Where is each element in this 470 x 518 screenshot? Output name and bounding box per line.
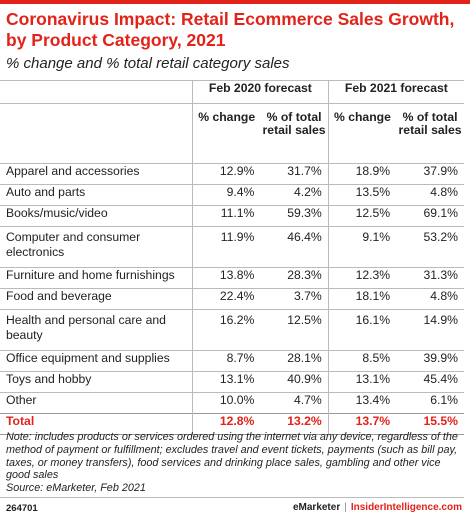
brand-separator: |: [344, 502, 347, 513]
group-header-feb-2020: Feb 2020 forecast: [192, 80, 329, 104]
cell-2021-change: 16.1%: [327, 309, 397, 351]
table-row: Office equipment and supplies 8.7% 28.1% 8.…: [0, 350, 464, 372]
row-category: Food and beverage: [0, 288, 193, 310]
total-2021-share: 15.5%: [396, 413, 464, 435]
row-category: Books/music/video: [0, 205, 193, 227]
row-category: Apparel and accessories: [0, 163, 193, 185]
table-row: Auto and parts 9.4% 4.2% 13.5% 4.8%: [0, 184, 464, 206]
cell-2021-share: 37.9%: [396, 163, 464, 185]
row-category: Health and personal care and beauty: [0, 309, 193, 351]
cell-2021-change: 13.1%: [327, 371, 397, 393]
cell-2020-change: 13.8%: [192, 267, 261, 289]
sub-header-2021-share: % of total retail sales: [398, 110, 462, 137]
cell-2021-share: 6.1%: [396, 392, 464, 414]
cell-2021-change: 9.1%: [327, 226, 397, 268]
total-2020-change: 12.8%: [192, 413, 261, 435]
cell-2020-share: 28.3%: [260, 267, 329, 289]
row-category: Toys and hobby: [0, 371, 193, 393]
table-row: Food and beverage 22.4% 3.7% 18.1% 4.8%: [0, 288, 464, 310]
table-row: Toys and hobby 13.1% 40.9% 13.1% 45.4%: [0, 371, 464, 393]
page-title: Coronavirus Impact: Retail Ecommerce Sal…: [6, 9, 455, 50]
cell-2021-share: 14.9%: [396, 309, 464, 351]
sub-header-2021-change: % change: [327, 103, 397, 164]
cell-2021-share: 69.1%: [396, 205, 464, 227]
note-text: Note: includes products or services orde…: [6, 431, 458, 482]
brand-insider-intelligence: InsiderIntelligence.com: [350, 502, 462, 513]
sub-header-row: % change % of total retail sales % chang…: [0, 103, 464, 164]
cell-2020-share: 46.4%: [260, 226, 329, 268]
cell-2021-change: 13.4%: [327, 392, 397, 414]
cell-2020-share: 59.3%: [260, 205, 329, 227]
header-blank-cell: [0, 80, 193, 104]
table-row: Furniture and home furnishings 13.8% 28.3%…: [0, 267, 464, 289]
row-category: Office equipment and supplies: [0, 350, 193, 372]
brand-emarketer: eMarketer: [292, 502, 341, 513]
cell-2020-change: 22.4%: [192, 288, 261, 310]
group-header-feb-2021: Feb 2021 forecast: [327, 80, 464, 104]
top-accent-bar: [0, 0, 470, 4]
footer-divider: [0, 497, 464, 498]
total-row: Total 12.8% 13.2% 13.7% 15.5%: [0, 413, 464, 435]
source-text: Source: eMarketer, Feb 2021: [6, 482, 146, 495]
cell-2021-change: 18.9%: [327, 163, 397, 185]
cell-2020-share: 4.7%: [260, 392, 329, 414]
cell-2021-change: 18.1%: [327, 288, 397, 310]
table-row: Other 10.0% 4.7% 13.4% 6.1%: [0, 392, 464, 414]
brand-credit: eMarketer | InsiderIntelligence.com: [293, 502, 462, 513]
sub-header-blank-cell: [0, 104, 193, 164]
cell-2021-share: 45.4%: [396, 371, 464, 393]
row-category: Furniture and home furnishings: [0, 267, 193, 289]
cell-2021-share: 31.3%: [396, 267, 464, 289]
footnote: Note: includes products or services orde…: [6, 431, 466, 495]
table-row: Apparel and accessories 12.9% 31.7% 18.9% 37…: [0, 163, 464, 185]
table-row: Books/music/video 11.1% 59.3% 12.5% 69.1%: [0, 205, 464, 227]
cell-2021-change: 12.3%: [327, 267, 397, 289]
cell-2020-change: 16.2%: [192, 309, 261, 351]
cell-2020-change: 10.0%: [192, 392, 261, 414]
total-2021-change: 13.7%: [327, 413, 397, 435]
table-row: Health and personal care and beauty 16.2%…: [0, 309, 464, 351]
cell-2020-share: 31.7%: [260, 163, 329, 185]
cell-2021-share: 4.8%: [396, 184, 464, 206]
cell-2020-share: 40.9%: [260, 371, 329, 393]
cell-2020-change: 11.1%: [192, 205, 261, 227]
row-category: Other: [0, 392, 193, 414]
cell-2020-share: 3.7%: [260, 288, 329, 310]
sub-header-2020-change: % change: [192, 103, 261, 164]
cell-2021-change: 8.5%: [327, 350, 397, 372]
group-header-row: Feb 2020 forecast Feb 2021 forecast: [0, 80, 464, 104]
total-label: Total: [0, 413, 193, 435]
chart-id: 264701: [6, 503, 38, 514]
table-row: Computer and consumer electronics 11.9% 46…: [0, 226, 464, 268]
cell-2020-change: 8.7%: [192, 350, 261, 372]
data-table: Feb 2020 forecast Feb 2021 forecast % ch…: [0, 80, 464, 435]
total-2020-share: 13.2%: [260, 413, 329, 435]
cell-2020-share: 12.5%: [260, 309, 329, 351]
row-category: Auto and parts: [0, 184, 193, 206]
cell-2020-change: 13.1%: [192, 371, 261, 393]
cell-2021-share: 4.8%: [396, 288, 464, 310]
sub-header-2020-share: % of total retail sales: [262, 110, 326, 137]
page-subtitle: % change and % total retail category sal…: [6, 55, 290, 72]
row-category: Computer and consumer electronics: [0, 226, 193, 268]
cell-2020-change: 9.4%: [192, 184, 261, 206]
cell-2020-change: 12.9%: [192, 163, 261, 185]
cell-2021-change: 13.5%: [327, 184, 397, 206]
cell-2020-share: 28.1%: [260, 350, 329, 372]
cell-2021-share: 53.2%: [396, 226, 464, 268]
cell-2020-share: 4.2%: [260, 184, 329, 206]
cell-2021-share: 39.9%: [396, 350, 464, 372]
cell-2021-change: 12.5%: [327, 205, 397, 227]
cell-2020-change: 11.9%: [192, 226, 261, 268]
